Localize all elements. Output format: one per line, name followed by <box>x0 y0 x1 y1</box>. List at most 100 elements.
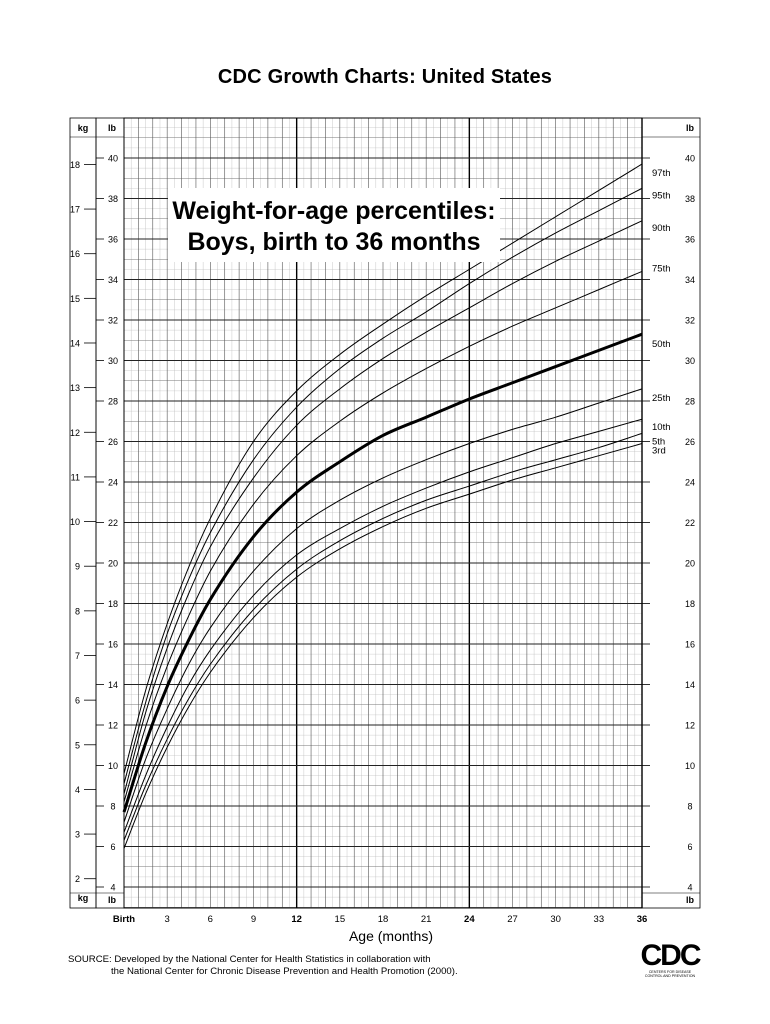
chart-title-box: Weight-for-age percentiles: Boys, birth … <box>168 188 500 262</box>
title-background <box>168 188 500 262</box>
percentile-label-bg <box>651 263 675 274</box>
lb-tick-label-left: 16 <box>108 640 118 650</box>
kg-tick-label: 16 <box>70 249 80 259</box>
lb-unit-bottom-left: lb <box>108 895 117 905</box>
source-line-2: the National Center for Chronic Disease … <box>111 966 458 977</box>
lb-unit-bottom-right: lb <box>686 895 695 905</box>
kg-tick-label: 10 <box>70 517 80 527</box>
lb-tick-label-left: 30 <box>108 356 118 366</box>
lb-tick-label-right: 24 <box>685 478 695 488</box>
percentile-label-50th: 50th <box>652 339 671 350</box>
lb-tick-label-right: 22 <box>685 518 695 528</box>
lb-unit-top-left: lb <box>108 123 117 133</box>
percentile-label-95th: 95th <box>652 190 671 201</box>
percentile-curve-95th <box>123 187 643 784</box>
source-line-1: SOURCE: Developed by the National Center… <box>68 954 431 965</box>
lb-tick-label-right: 30 <box>685 356 695 366</box>
percentile-curves <box>122 163 643 849</box>
kg-tick-label: 18 <box>70 160 80 170</box>
kg-tick-label: 9 <box>75 562 80 572</box>
lb-tick-label-right: 32 <box>685 316 695 326</box>
x-tick-label: 12 <box>291 914 302 925</box>
kg-tick-label: 8 <box>75 606 80 616</box>
cdc-logo-subtitle: Centers for Disease Control and Preventi… <box>644 970 696 978</box>
percentile-label-97th: 97th <box>652 168 671 179</box>
lb-unit-top-right: lb <box>686 123 695 133</box>
percentile-label-bg <box>651 168 675 179</box>
kg-tick-label: 13 <box>70 383 80 393</box>
percentile-curve-50th <box>122 332 643 813</box>
kg-tick-label: 15 <box>70 294 80 304</box>
lb-tick-label-left: 28 <box>108 397 118 407</box>
kg-unit-top: kg <box>78 123 89 133</box>
lb-tick-label-right: 8 <box>687 802 692 812</box>
kg-tick-label: 12 <box>70 428 80 438</box>
percentile-curve-90th <box>123 220 643 794</box>
x-tick-label: Birth <box>113 914 135 925</box>
lb-tick-label-right: 40 <box>685 154 695 164</box>
lb-tick-label-right: 26 <box>685 437 695 447</box>
grid-major <box>123 118 643 908</box>
lb-tick-label-left: 32 <box>108 316 118 326</box>
percentile-label-25th: 25th <box>652 393 671 404</box>
lb-tick-label-left: 26 <box>108 437 118 447</box>
lb-tick-label-left: 34 <box>108 275 118 285</box>
source-note: SOURCE: Developed by the National Center… <box>68 954 458 978</box>
axes <box>69 117 701 909</box>
x-tick-label: 33 <box>594 914 605 925</box>
x-axis-label: Age (months) <box>349 928 433 944</box>
kg-tick-label: 11 <box>71 472 80 482</box>
percentile-label-bg <box>651 190 675 201</box>
lb-tick-label-left: 24 <box>108 478 118 488</box>
lb-tick-label-right: 12 <box>685 721 695 731</box>
x-tick-label: 15 <box>335 914 346 925</box>
kg-tick-label: 14 <box>70 338 80 348</box>
percentile-label-90th: 90th <box>652 223 671 234</box>
lb-tick-label-right: 4 <box>687 883 692 893</box>
percentile-label-bg <box>651 445 675 456</box>
x-tick-label: 27 <box>507 914 518 925</box>
lb-tick-label-right: 38 <box>685 194 695 204</box>
lb-tick-label-right: 28 <box>685 397 695 407</box>
lb-tick-label-right: 34 <box>685 275 695 285</box>
percentile-curve-3rd <box>123 443 643 849</box>
x-tick-label: 3 <box>165 914 170 925</box>
kg-tick-label: 2 <box>75 874 80 884</box>
lb-tick-label-right: 14 <box>685 680 695 690</box>
x-tick-label: 9 <box>251 914 256 925</box>
percentile-curve-97th <box>123 163 643 774</box>
lb-tick-label-left: 10 <box>108 761 118 771</box>
lb-tick-label-left: 6 <box>110 842 115 852</box>
lb-tick-label-left: 12 <box>108 721 118 731</box>
percentile-label-bg <box>651 222 675 233</box>
lb-tick-label-left: 40 <box>108 154 118 164</box>
lb-tick-label-right: 18 <box>685 599 695 609</box>
x-tick-label: 21 <box>421 914 432 925</box>
lb-tick-label-right: 20 <box>685 559 695 569</box>
lb-tick-label-right: 10 <box>685 761 695 771</box>
tick-labels: kg kg lb lb lb lb 4 4 6 6 8 8 10 10 12 12 14 14 16 16 18 18 20… <box>70 123 695 925</box>
x-tick-label: 18 <box>378 914 389 925</box>
lb-tick-label-left: 18 <box>108 599 118 609</box>
cdc-logo: CDC Centers for Disease Control and Prev… <box>640 941 702 979</box>
percentile-label-bg <box>651 422 675 433</box>
kg-axis-box <box>69 117 97 909</box>
kg-tick-label: 3 <box>75 830 80 840</box>
lb-tick-label-right: 6 <box>687 842 692 852</box>
kg-tick-label: 6 <box>75 696 80 706</box>
percentile-label-10th: 10th <box>652 422 671 433</box>
x-tick-label: 30 <box>550 914 561 925</box>
lb-tick-label-left: 22 <box>108 518 118 528</box>
lb-tick-label-left: 14 <box>108 680 118 690</box>
lb-tick-label-left: 8 <box>110 802 115 812</box>
lb-tick-label-left: 36 <box>108 235 118 245</box>
lb-tick-label-right: 16 <box>685 640 695 650</box>
percentile-curve-5th <box>123 432 643 841</box>
lb-tick-label-right: 36 <box>685 235 695 245</box>
chart-title: Weight-for-age percentiles: <box>172 197 495 225</box>
kg-tick-label: 5 <box>75 740 80 750</box>
percentile-label-bg <box>651 392 675 403</box>
lb-axis-right-box <box>641 117 701 909</box>
x-tick-label: 24 <box>464 914 475 925</box>
